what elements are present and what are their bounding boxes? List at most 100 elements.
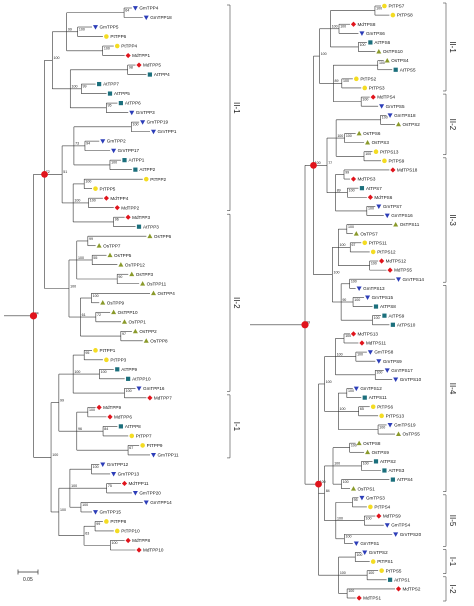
bootstrap-value: 89 — [335, 79, 339, 83]
leaf-GmTPS7: GmTPS7 — [376, 204, 402, 209]
bootstrap-value: 99 — [83, 85, 87, 89]
leaf-label: GmTPP20 — [139, 491, 161, 496]
leaf-GmTPS9: GmTPS9 — [376, 359, 402, 364]
leaf-label: GmTPS2 — [369, 550, 388, 555]
leaf-label: AtTPS8 — [380, 304, 396, 309]
leaf-GmTPP16: GmTPP16 — [136, 386, 165, 391]
leaf-label: MdTPS12 — [386, 259, 407, 264]
leaf-label: PtTPP7 — [136, 433, 152, 438]
bootstrap-value: 96 — [78, 427, 82, 431]
clade-bracket: I-2 — [443, 576, 457, 602]
species-marker-gm-icon — [367, 350, 373, 355]
bootstrap-value: 100 — [112, 541, 118, 545]
species-marker-os-icon — [122, 319, 127, 324]
leaf-MdTPP2: MdTPP2 — [114, 205, 140, 211]
species-marker-os-icon — [396, 121, 401, 127]
bootstrap-value: 100 — [340, 571, 346, 575]
bootstrap-value: 51 — [63, 170, 67, 174]
clade-label: I-2 — [448, 584, 457, 594]
bootstrap-value: 100 — [133, 123, 139, 127]
species-marker-md-icon — [395, 586, 402, 592]
leaf-label: AtTPS6 — [374, 40, 390, 45]
species-marker-gm-icon — [353, 541, 359, 546]
leaf-OsTPP1: OsTPP1 — [122, 319, 146, 324]
leaf-label: GmTPS14 — [403, 277, 425, 282]
leaf-MdTPS3: MdTPS3 — [350, 176, 376, 182]
leaf-MdTPS11: MdTPS11 — [359, 340, 386, 346]
leaf-GmTPP15: GmTPP15 — [93, 510, 121, 515]
leaf-GmTPP4: GmTPP4 — [132, 6, 159, 11]
leaf-label: MdTPS1 — [363, 596, 381, 601]
leaf-PtTPP8: PtTPP8 — [104, 519, 127, 524]
species-marker-gm-icon — [151, 129, 156, 135]
leaf-label: MdTPP1 — [132, 53, 150, 58]
species-marker-gm-icon — [100, 139, 106, 144]
leaf-OsTPP9: OsTPP9 — [100, 300, 125, 305]
species-marker-os-icon — [396, 431, 401, 436]
bootstrap-value: 100 — [349, 189, 355, 193]
species-marker-os-icon — [356, 130, 362, 136]
leaf-MdTPP3: MdTPP3 — [125, 214, 150, 220]
leaf-PtTPP2: PtTPP2 — [143, 177, 167, 182]
leaf-label: PtTPS6 — [377, 404, 393, 409]
species-marker-pt-icon — [354, 76, 359, 82]
leaf-PtTPS8: PtTPS8 — [390, 13, 413, 18]
leaf-label: OsTPP4 — [158, 291, 176, 296]
species-marker-md-icon — [136, 547, 142, 553]
leaf-label: GmTPP11 — [158, 453, 180, 458]
clade-bracket: II-2 — [443, 93, 457, 156]
bootstrap-value: 55 — [93, 256, 97, 260]
clade-node-marker — [41, 171, 48, 178]
leaf-label: AtTPP3 — [143, 224, 159, 229]
leaf-label: GmTPS20 — [400, 532, 422, 537]
leaf-PtTPP4: PtTPP4 — [114, 44, 138, 49]
species-marker-gm-icon — [376, 204, 382, 209]
species-marker-md-icon — [370, 94, 376, 100]
right-tree-panel: 100 100 100 100 100 100 100 100 100 99 100 100 100 67… — [250, 2, 457, 602]
leaf-label: GmTPP4 — [139, 6, 158, 11]
bootstrap-value: 100 — [343, 79, 349, 83]
species-marker-gm-icon — [376, 359, 382, 364]
leaf-label: AtTPS3 — [388, 468, 404, 473]
leaf-label: GmTPP5 — [100, 25, 119, 30]
species-marker-at-icon — [133, 167, 138, 172]
clade-bracket: II-1 — [227, 4, 241, 211]
species-marker-md-icon — [367, 194, 373, 200]
leaf-label: PtTPS4 — [374, 505, 390, 510]
bootstrap-value: 100 — [346, 535, 352, 539]
bootstrap-value: 99 — [60, 398, 64, 402]
species-marker-md-icon — [350, 331, 357, 337]
leaf-PtTPS6: PtTPS6 — [370, 404, 393, 409]
species-marker-gm-icon — [384, 523, 390, 528]
clade-bracket: II-4 — [443, 285, 457, 493]
bootstrap-value: 72 — [97, 313, 101, 317]
leaf-GmTPP17: GmTPP17 — [111, 148, 140, 154]
leaf-GmTPS2: GmTPS2 — [362, 550, 388, 556]
species-marker-pt-icon — [104, 519, 109, 524]
leaf-PtTPS11: PtTPS11 — [362, 240, 387, 245]
leaf-OsTPP12: OsTPP12 — [118, 262, 145, 267]
leaf-GmTPS14: GmTPS14 — [396, 277, 424, 282]
leaf-MdTPP5: MdTPP5 — [136, 62, 161, 68]
leaf-label: AtTPS5 — [400, 67, 416, 72]
leaf-OsTPP5: OsTPP5 — [107, 252, 132, 258]
leaf-label: GmTPS15 — [372, 295, 394, 300]
bootstrap-value: 100 — [78, 256, 84, 260]
species-marker-gm-icon — [356, 286, 362, 291]
bootstrap-value: 100 — [374, 316, 380, 320]
leaf-label: GmTPP1 — [158, 129, 177, 134]
leaf-AtTPS7: AtTPS7 — [359, 186, 382, 191]
leaf-label: OsTPS2 — [403, 122, 421, 127]
species-marker-at-icon — [126, 376, 131, 381]
leaf-label: AtTPS10 — [397, 322, 416, 327]
bootstrap-value: 100 — [356, 553, 362, 557]
bootstrap-value: 67 — [351, 243, 355, 247]
leaf-label: OsTPP11 — [147, 281, 167, 286]
leaf-label: GmTPP15 — [100, 510, 122, 515]
bootstrap-value: 90 — [118, 275, 122, 279]
leaf-PtTPS9: PtTPS9 — [382, 158, 405, 163]
leaf-label: OsTPS11 — [400, 222, 420, 227]
leaf-GmTPP20: GmTPP20 — [132, 491, 161, 496]
